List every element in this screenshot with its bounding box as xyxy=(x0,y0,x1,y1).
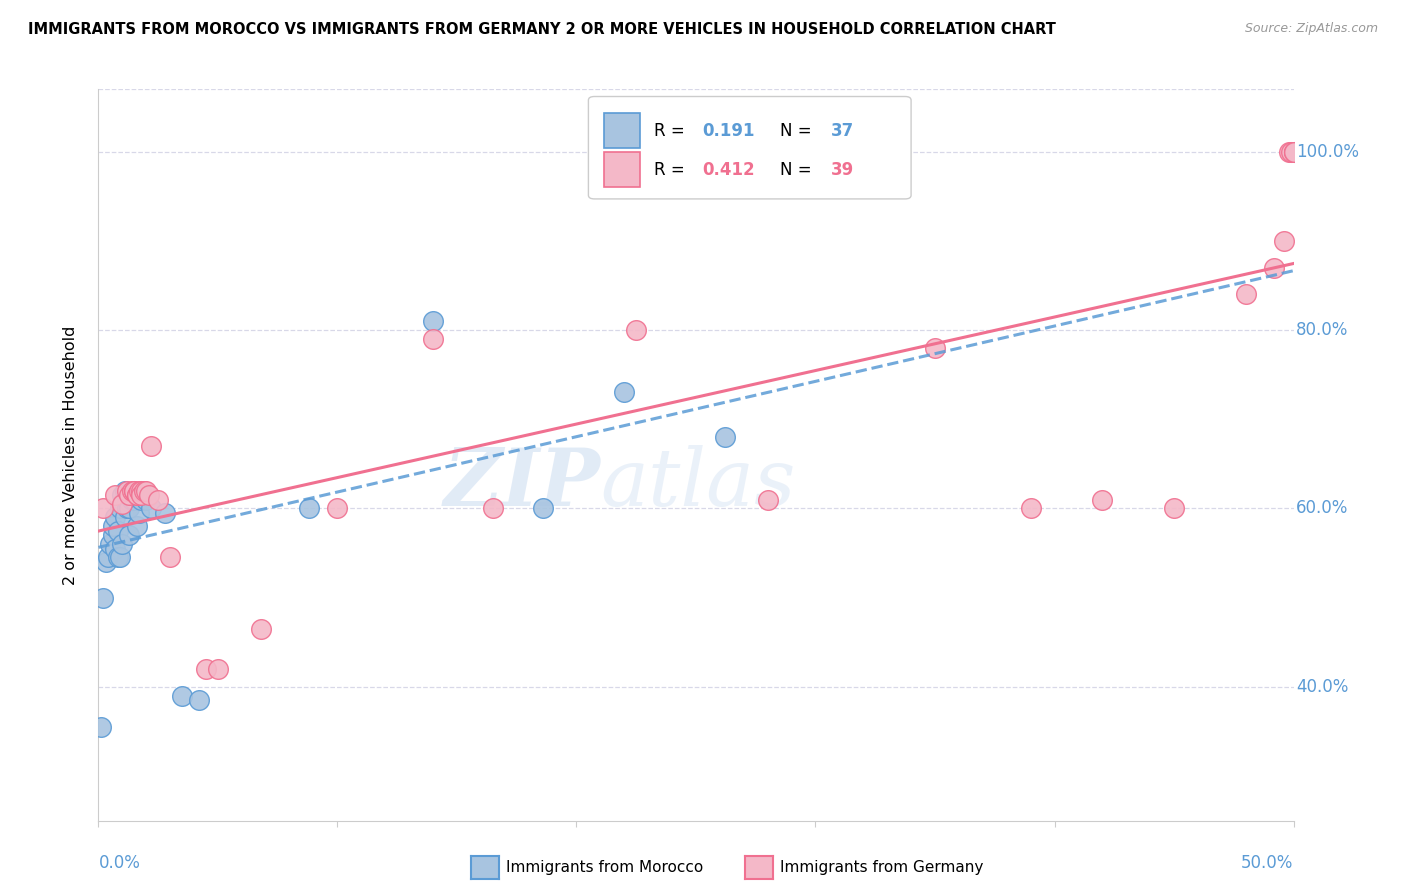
Point xyxy=(101,519,124,533)
Point xyxy=(326,501,349,516)
Point xyxy=(135,492,157,507)
Point xyxy=(713,430,735,444)
Point xyxy=(107,550,129,565)
Point xyxy=(132,483,155,498)
Point xyxy=(111,537,134,551)
Point xyxy=(131,492,153,507)
Point xyxy=(124,492,146,507)
Point xyxy=(155,506,177,520)
Point xyxy=(125,488,148,502)
Point xyxy=(118,488,141,502)
Point xyxy=(91,591,114,605)
Text: N =: N = xyxy=(779,122,817,140)
Text: R =: R = xyxy=(654,122,690,140)
Point xyxy=(118,501,141,516)
FancyBboxPatch shape xyxy=(605,153,640,187)
Text: atlas: atlas xyxy=(600,445,796,523)
FancyBboxPatch shape xyxy=(605,113,640,148)
Point xyxy=(124,483,146,498)
Point xyxy=(115,501,138,516)
Point xyxy=(172,689,194,703)
FancyBboxPatch shape xyxy=(588,96,911,199)
Point xyxy=(104,510,127,524)
Point xyxy=(148,492,170,507)
Text: 0.0%: 0.0% xyxy=(98,854,141,871)
Point xyxy=(128,483,150,498)
Point xyxy=(98,537,122,551)
Text: 39: 39 xyxy=(831,161,855,178)
Point xyxy=(422,314,444,328)
Point xyxy=(756,492,779,507)
Point xyxy=(111,497,134,511)
Text: 80.0%: 80.0% xyxy=(1296,321,1348,339)
Point xyxy=(207,662,229,676)
Point xyxy=(94,555,117,569)
Point xyxy=(121,492,143,507)
Point xyxy=(1272,234,1295,248)
Point xyxy=(90,720,112,734)
Point xyxy=(1282,145,1305,159)
Point xyxy=(298,501,321,516)
Point xyxy=(481,501,505,516)
Point xyxy=(159,550,181,565)
Point xyxy=(1263,260,1285,275)
Point xyxy=(139,501,162,516)
Point xyxy=(1234,287,1257,301)
Text: Source: ZipAtlas.com: Source: ZipAtlas.com xyxy=(1244,22,1378,36)
Text: 40.0%: 40.0% xyxy=(1296,678,1348,696)
Point xyxy=(1282,145,1305,159)
Text: 50.0%: 50.0% xyxy=(1241,854,1294,871)
Point xyxy=(104,488,127,502)
Point xyxy=(131,483,153,498)
Point xyxy=(1279,145,1302,159)
Point xyxy=(115,483,138,498)
Point xyxy=(114,483,136,498)
Text: ZIP: ZIP xyxy=(443,445,600,523)
Point xyxy=(125,488,148,502)
Point xyxy=(1282,145,1305,159)
Point xyxy=(97,550,120,565)
Text: IMMIGRANTS FROM MOROCCO VS IMMIGRANTS FROM GERMANY 2 OR MORE VEHICLES IN HOUSEHO: IMMIGRANTS FROM MOROCCO VS IMMIGRANTS FR… xyxy=(28,22,1056,37)
Point xyxy=(531,501,554,516)
Point xyxy=(111,488,134,502)
Point xyxy=(128,506,150,520)
Y-axis label: 2 or more Vehicles in Household: 2 or more Vehicles in Household xyxy=(63,326,77,584)
Text: R =: R = xyxy=(654,161,690,178)
Point xyxy=(624,323,647,337)
Point xyxy=(613,385,636,400)
Point xyxy=(135,483,157,498)
Point xyxy=(139,439,162,453)
Point xyxy=(1019,501,1042,516)
Point xyxy=(107,524,129,538)
Point xyxy=(125,519,148,533)
Point xyxy=(422,332,444,346)
Point xyxy=(194,662,217,676)
Point xyxy=(1163,501,1185,516)
Point xyxy=(121,483,143,498)
Point xyxy=(118,528,141,542)
Point xyxy=(924,341,946,355)
Point xyxy=(131,488,153,502)
Point xyxy=(101,528,124,542)
Text: 37: 37 xyxy=(831,122,855,140)
Point xyxy=(187,693,209,707)
Point xyxy=(115,492,138,507)
Text: Immigrants from Germany: Immigrants from Germany xyxy=(780,860,984,874)
Text: N =: N = xyxy=(779,161,817,178)
Text: 0.412: 0.412 xyxy=(702,161,755,178)
Point xyxy=(1091,492,1114,507)
Point xyxy=(250,622,273,636)
Point xyxy=(1278,145,1301,159)
Text: 100.0%: 100.0% xyxy=(1296,143,1360,161)
Point xyxy=(91,501,114,516)
Point xyxy=(138,488,160,502)
Text: 0.191: 0.191 xyxy=(702,122,755,140)
Point xyxy=(114,510,136,524)
Point xyxy=(104,541,127,556)
Point xyxy=(124,483,146,498)
Text: Immigrants from Morocco: Immigrants from Morocco xyxy=(506,860,703,874)
Text: 60.0%: 60.0% xyxy=(1296,500,1348,517)
Point xyxy=(108,501,131,516)
Point xyxy=(108,550,131,565)
